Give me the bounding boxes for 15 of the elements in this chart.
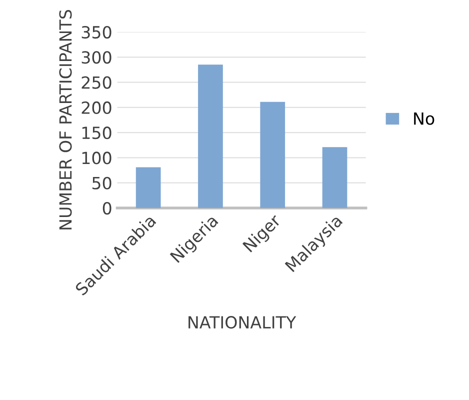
x-axis-title: NATIONALITY xyxy=(188,316,296,329)
bar xyxy=(260,102,286,208)
y-tick-label: 50 xyxy=(92,176,112,190)
y-tick-label: 100 xyxy=(82,152,112,164)
bar xyxy=(198,64,223,208)
y-tick-label: 200 xyxy=(82,101,112,114)
y-tick-label: 300 xyxy=(82,51,112,64)
y-tick-label: 0 xyxy=(102,202,112,215)
y-axis-title: NUMBER OF PARTICIPANTS xyxy=(59,10,72,230)
bar xyxy=(322,147,348,208)
bar xyxy=(136,167,161,208)
y-tick-label: 150 xyxy=(82,126,112,140)
legend-label: No xyxy=(414,112,434,125)
y-tick-label: 350 xyxy=(82,26,112,39)
y-tick-label: 250 xyxy=(82,76,112,89)
